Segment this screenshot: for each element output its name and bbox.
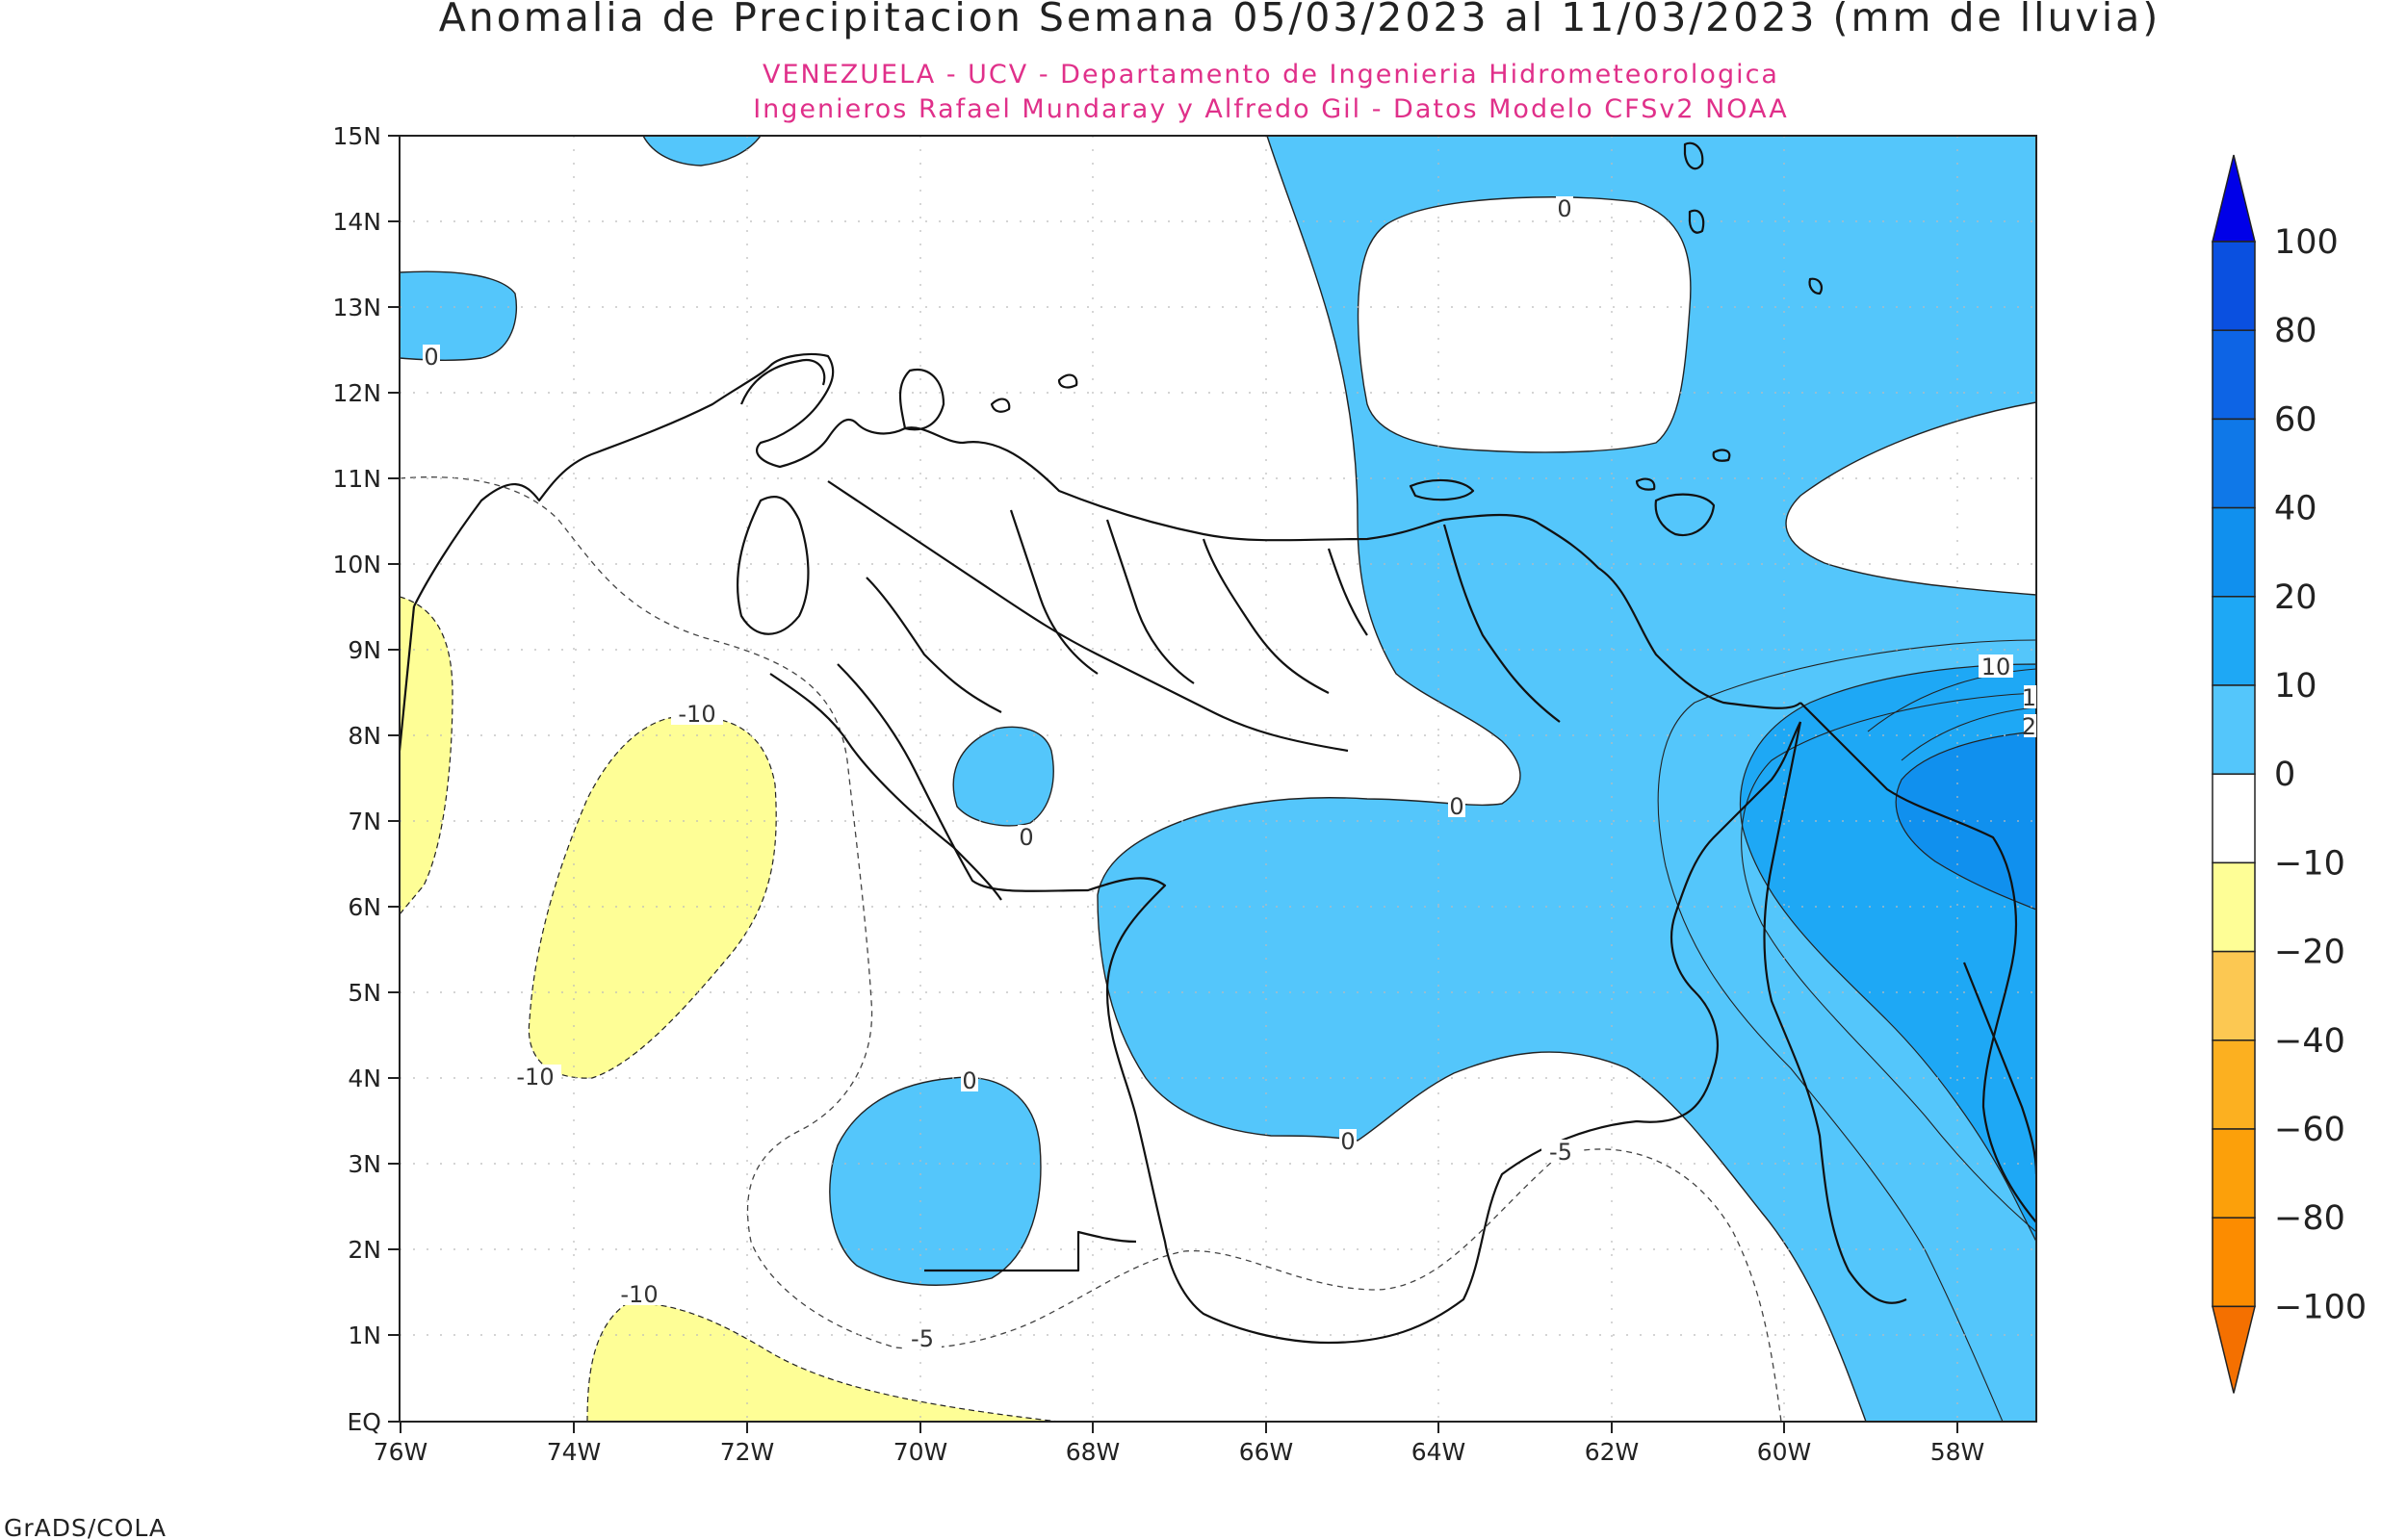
lat-tick-label: 12N	[332, 379, 381, 407]
map-title: Anomalia de Precipitacion Semana 05/03/2…	[439, 0, 2161, 40]
contour-label-minus-five-east: -5	[1549, 1139, 1572, 1166]
map-subtitle-2: Ingenieros Rafael Mundaray y Alfredo Gil…	[753, 94, 1789, 124]
lat-tick-label: 11N	[332, 465, 381, 493]
legend-color-box	[2212, 861, 2256, 953]
legend-label: −20	[2274, 934, 2345, 972]
lat-tick-label: 14N	[332, 208, 381, 236]
plot-frame	[399, 135, 2037, 1423]
legend-arrow-top	[2212, 154, 2256, 243]
lat-tick-label: 1N	[348, 1322, 381, 1349]
lon-tick-label: 64W	[1411, 1438, 1466, 1466]
contour-label-zero-orinoco: 0	[1340, 1128, 1355, 1155]
positive-anomaly-east	[1097, 136, 2036, 1422]
lat-tick-label: 9N	[348, 636, 381, 664]
legend-label: −80	[2274, 1199, 2345, 1238]
contour-label-minus-ten-colombia: -10	[678, 701, 715, 728]
legend-arrow-bottom	[2212, 1305, 2256, 1394]
coastlines-and-borders	[400, 141, 2036, 1345]
legend-label: −40	[2274, 1022, 2345, 1061]
lon-tick-label: 76W	[374, 1438, 428, 1466]
lon-tick-label: 70W	[893, 1438, 948, 1466]
longitude-labels: 76W 74W 72W 70W 68W 66W 64W 62W 60W 58W	[374, 1438, 1985, 1466]
legend-label: 40	[2274, 490, 2317, 528]
contour-line-east-a	[1657, 639, 2036, 1422]
map-subtitle-1: VENEZUELA - UCV - Departamento de Ingeni…	[763, 60, 1779, 90]
neutral-hole-north	[1357, 196, 1692, 453]
negative-anomaly-south	[586, 1302, 1060, 1422]
legend-label: 100	[2274, 223, 2339, 262]
legend-color-box	[2212, 329, 2256, 421]
legend-color-box	[2212, 1040, 2256, 1130]
lon-tick-label: 66W	[1239, 1438, 1294, 1466]
legend-label: −100	[2274, 1288, 2367, 1326]
negative-anomaly-west-edge	[400, 596, 453, 915]
contour-label-ten: 10	[1981, 654, 2011, 680]
lat-tick-label: 6N	[348, 893, 381, 921]
lat-tick-label: 3N	[348, 1150, 381, 1178]
legend-color-box	[2212, 1217, 2256, 1308]
lat-tick-label: 13N	[332, 294, 381, 321]
legend-label: 80	[2274, 312, 2317, 350]
positive-anomaly-center	[952, 726, 1054, 827]
contour-minus-5-west	[400, 476, 1782, 1422]
positive-anomaly-top	[642, 136, 762, 167]
legend-color-box	[2212, 684, 2256, 775]
legend-label: 20	[2274, 578, 2317, 617]
negative-anomaly-colombia	[528, 715, 777, 1079]
plot-area	[400, 136, 2036, 1422]
legend-color-box	[2212, 241, 2256, 331]
legend-label: −60	[2274, 1111, 2345, 1149]
contour-label-zero-center: 0	[1019, 824, 1033, 851]
lat-tick-label: 8N	[348, 722, 381, 750]
lon-tick-label: 62W	[1585, 1438, 1640, 1466]
contour-label-minus-ten-west: -10	[516, 1064, 554, 1091]
lon-tick-label: 60W	[1757, 1438, 1812, 1466]
lat-tick-label: 7N	[348, 808, 381, 835]
legend-color-box	[2212, 596, 2256, 686]
legend-color-box	[2212, 1128, 2256, 1219]
positive-anomaly-south	[829, 1076, 1042, 1286]
lon-tick-label: 72W	[720, 1438, 775, 1466]
contour-label-minus-five-south: -5	[911, 1325, 934, 1352]
contour-line-east-b	[1741, 692, 2036, 1233]
contour-label-zero-south: 0	[962, 1067, 976, 1094]
lat-tick-label: 4N	[348, 1065, 381, 1092]
legend-color-box	[2212, 773, 2256, 864]
lat-tick-label: 15N	[332, 122, 381, 150]
positive-anomaly-northwest	[400, 270, 518, 362]
contour-label-zero-east: 0	[1449, 793, 1463, 820]
lon-tick-label: 74W	[547, 1438, 602, 1466]
lat-tick-label: 2N	[348, 1236, 381, 1264]
lon-tick-label: 68W	[1066, 1438, 1121, 1466]
lat-tick-label: 5N	[348, 979, 381, 1007]
legend-color-box	[2212, 950, 2256, 1041]
contour-label-minus-ten-south: -10	[620, 1281, 658, 1308]
lon-tick-label: 58W	[1930, 1438, 1985, 1466]
contour-label-zero-north: 0	[1557, 195, 1571, 222]
latitude-labels: 15N 14N 13N 12N 11N 10N 9N 8N 7N 6N 5N 4…	[332, 122, 381, 1436]
legend-label: 60	[2274, 400, 2317, 439]
contour-label-cut-b: 2	[2022, 713, 2036, 740]
grads-credit: GrADS/COLA	[4, 1514, 167, 1540]
contour-label-cut-a: 1	[2022, 684, 2036, 711]
lat-tick-label: EQ	[348, 1408, 381, 1436]
contour-arcs-east	[1867, 668, 2036, 761]
legend-label: −10	[2274, 844, 2345, 883]
legend-label: 10	[2274, 667, 2317, 706]
legend-label: 0	[2274, 756, 2295, 794]
contour-labels: 0 0 0 0 0 0 10 1 2 -10 -10 -10 -5 -5	[423, 195, 2036, 1352]
positive-anomaly-20-plus	[1895, 731, 2036, 911]
contour-label-zero-northwest: 0	[424, 344, 438, 371]
axis-ticks	[388, 135, 1958, 1433]
legend-color-box	[2212, 506, 2256, 598]
lat-tick-label: 10N	[332, 551, 381, 578]
legend-color-box	[2212, 418, 2256, 509]
